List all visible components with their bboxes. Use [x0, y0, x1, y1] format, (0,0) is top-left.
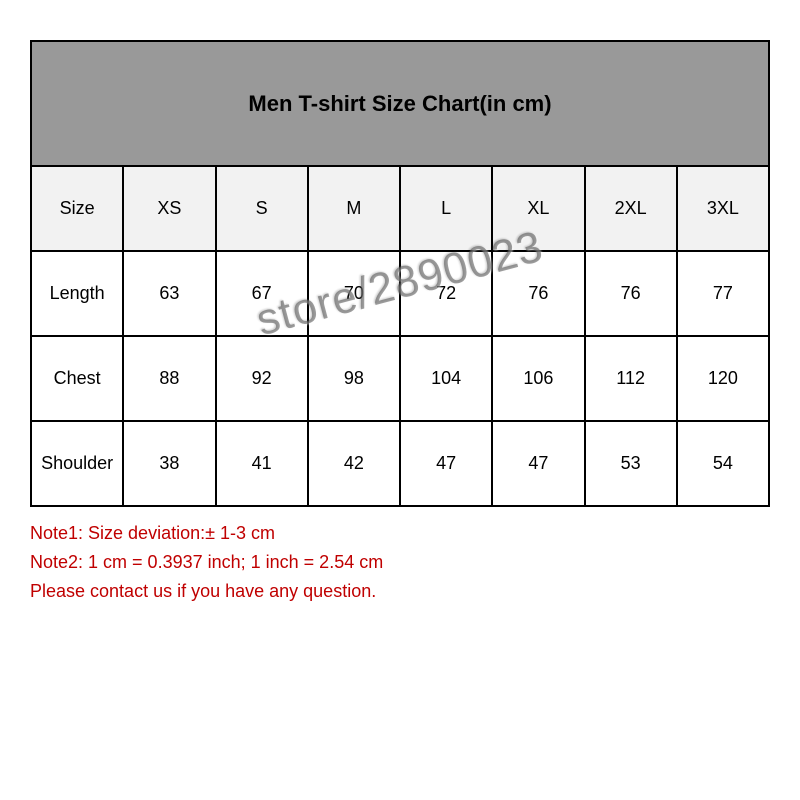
- header-cell-xl: XL: [492, 166, 584, 251]
- table-row: Length 63 67 70 72 76 76 77: [31, 251, 769, 336]
- note-line: Please contact us if you have any questi…: [30, 577, 770, 606]
- header-cell-s: S: [216, 166, 308, 251]
- note-line: Note1: Size deviation:± 1-3 cm: [30, 519, 770, 548]
- header-cell-2xl: 2XL: [585, 166, 677, 251]
- size-chart-container: Men T-shirt Size Chart(in cm) Size XS S …: [30, 40, 770, 507]
- cell-value: 70: [308, 251, 400, 336]
- table-row: Shoulder 38 41 42 47 47 53 54: [31, 421, 769, 506]
- cell-value: 112: [585, 336, 677, 421]
- row-label-shoulder: Shoulder: [31, 421, 123, 506]
- cell-value: 106: [492, 336, 584, 421]
- row-label-length: Length: [31, 251, 123, 336]
- cell-value: 76: [492, 251, 584, 336]
- cell-value: 41: [216, 421, 308, 506]
- row-label-chest: Chest: [31, 336, 123, 421]
- cell-value: 88: [123, 336, 215, 421]
- header-cell-l: L: [400, 166, 492, 251]
- header-cell-xs: XS: [123, 166, 215, 251]
- header-row: Size XS S M L XL 2XL 3XL: [31, 166, 769, 251]
- cell-value: 47: [400, 421, 492, 506]
- chart-title: Men T-shirt Size Chart(in cm): [31, 41, 769, 166]
- cell-value: 42: [308, 421, 400, 506]
- cell-value: 76: [585, 251, 677, 336]
- cell-value: 53: [585, 421, 677, 506]
- title-row: Men T-shirt Size Chart(in cm): [31, 41, 769, 166]
- cell-value: 77: [677, 251, 769, 336]
- cell-value: 47: [492, 421, 584, 506]
- header-cell-size: Size: [31, 166, 123, 251]
- size-chart-table: Men T-shirt Size Chart(in cm) Size XS S …: [30, 40, 770, 507]
- cell-value: 72: [400, 251, 492, 336]
- header-cell-m: M: [308, 166, 400, 251]
- note-line: Note2: 1 cm = 0.3937 inch; 1 inch = 2.54…: [30, 548, 770, 577]
- cell-value: 104: [400, 336, 492, 421]
- cell-value: 98: [308, 336, 400, 421]
- cell-value: 120: [677, 336, 769, 421]
- table-row: Chest 88 92 98 104 106 112 120: [31, 336, 769, 421]
- cell-value: 38: [123, 421, 215, 506]
- header-cell-3xl: 3XL: [677, 166, 769, 251]
- cell-value: 54: [677, 421, 769, 506]
- cell-value: 67: [216, 251, 308, 336]
- cell-value: 92: [216, 336, 308, 421]
- cell-value: 63: [123, 251, 215, 336]
- notes-section: Note1: Size deviation:± 1-3 cm Note2: 1 …: [30, 519, 770, 605]
